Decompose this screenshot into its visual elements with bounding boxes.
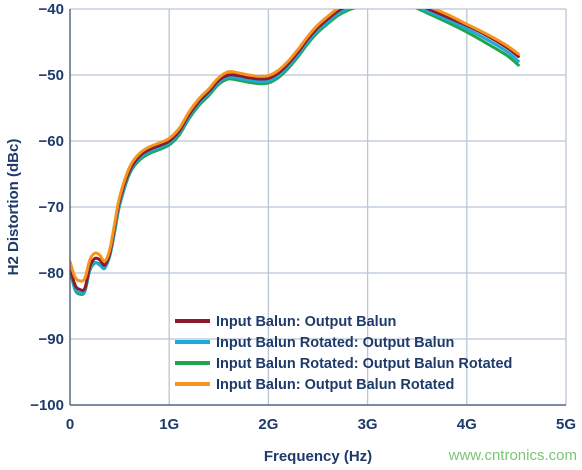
y-tick-label-2: −60: [39, 133, 64, 150]
series-layer: [70, 9, 520, 296]
x-tick-label-3: 3G: [358, 416, 378, 433]
x-tick-label-0: 0: [66, 416, 74, 433]
x-axis-label: Frequency (Hz): [264, 448, 372, 465]
y-tick-label-6: −100: [30, 397, 64, 414]
watermark: www.cntronics.com: [448, 447, 577, 464]
series-line-0: [70, 9, 520, 292]
x-tick-label-1: 1G: [159, 416, 179, 433]
x-tick-label-2: 2G: [258, 416, 278, 433]
x-tick-label-4: 4G: [457, 416, 477, 433]
legend: Input Balun: Output Balun Input Balun Rot…: [175, 314, 512, 393]
legend-label-2: Input Balun Rotated: Output Balun Rotate…: [216, 356, 512, 372]
legend-label-1: Input Balun Rotated: Output Balun: [216, 335, 454, 351]
legend-label-0: Input Balun: Output Balun: [216, 314, 396, 330]
y-tick-label-3: −70: [39, 199, 64, 216]
series-line-1: [70, 9, 520, 295]
y-tick-label-5: −90: [39, 331, 64, 348]
y-tick-label-1: −50: [39, 67, 64, 84]
series-line-3: [70, 9, 520, 283]
y-tick-label-0: −40: [39, 1, 64, 18]
legend-label-3: Input Balun: Output Balun Rotated: [216, 377, 454, 393]
axes: [69, 9, 566, 406]
y-axis-label: H2 Distortion (dBc): [5, 139, 22, 276]
series-line-2: [70, 9, 520, 296]
y-tick-label-4: −80: [39, 265, 64, 282]
x-tick-label-5: 5G: [556, 416, 576, 433]
